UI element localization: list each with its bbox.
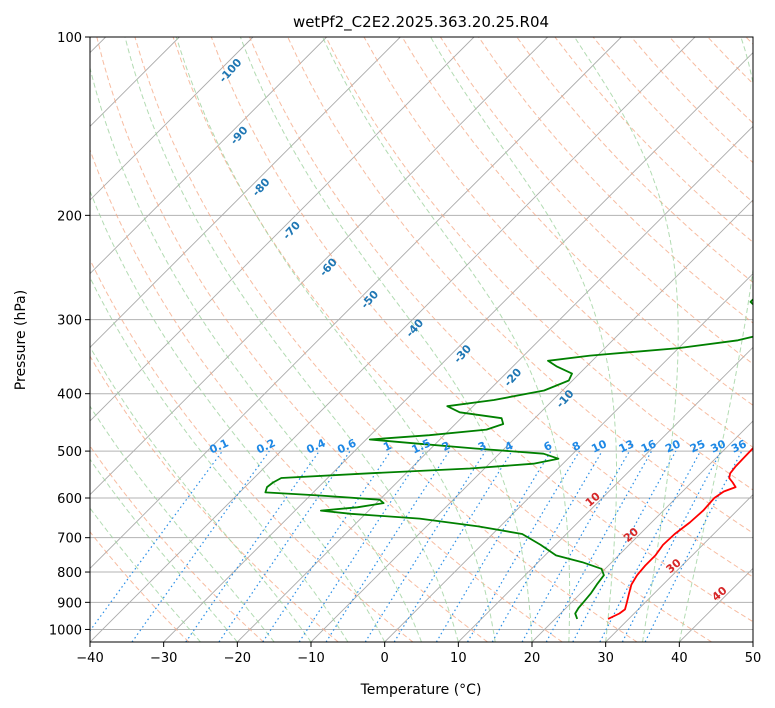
mixing-ratio-line (435, 450, 552, 642)
moist-adiabat-line (90, 405, 275, 642)
mixing-ratio-label: 20 (663, 437, 683, 455)
x-tick-label: 20 (524, 651, 541, 666)
x-tick-label: −30 (150, 651, 177, 666)
moist-adiabat-line (239, 37, 533, 642)
mixing-ratio-line (185, 450, 320, 642)
moist-adiabat-line (430, 37, 617, 642)
dry-adiabat-line (90, 355, 339, 642)
x-tick-label: 10 (450, 651, 467, 666)
dry-adiabat-line (210, 37, 753, 623)
x-tick-label: −10 (297, 651, 324, 666)
moist-adiabat-line (90, 276, 349, 642)
y-axis: 100 200 300 400 500 600 700 800 900 1000 (49, 31, 90, 638)
dry-adiabat-line (90, 258, 414, 642)
mixing-ratio-label: 25 (688, 437, 707, 455)
mixing-ratio-line (364, 450, 486, 642)
isotherm-line (310, 199, 753, 642)
x-tick-label: 0 (381, 651, 389, 666)
y-tick-label: 100 (57, 31, 82, 46)
mixing-ratio-line (262, 450, 392, 642)
x-tick-label: 50 (745, 651, 762, 666)
y-tick-label: 900 (57, 596, 82, 611)
plot-frame (89, 36, 754, 643)
moist-adiabat-line (574, 37, 679, 642)
mixing-ratio-line (466, 450, 580, 642)
y-tick-label: 200 (57, 209, 82, 224)
y-tick-label: 500 (57, 445, 82, 460)
isotherm-line (384, 273, 753, 642)
mixing-ratio-label: 16 (639, 437, 659, 455)
isotherm-line (90, 37, 254, 201)
x-axis: −40 −30 −20 −10 0 10 20 30 40 50 (76, 642, 761, 666)
isotherm-line (458, 346, 753, 642)
y-tick-label: 300 (57, 314, 82, 329)
dry-adiabat-line (134, 37, 638, 642)
dry-adiabat-line (249, 37, 753, 578)
y-tick-label: 1000 (49, 623, 82, 638)
dry-adiabat-line (401, 37, 753, 406)
mixing-ratio-line (572, 450, 677, 642)
y-tick-label: 700 (57, 532, 82, 547)
isotherm-line (90, 37, 548, 496)
mixing-ratio-line (218, 450, 351, 642)
y-tick-label: 800 (57, 566, 82, 581)
x-tick-label: −20 (224, 651, 251, 666)
mixing-ratio-label: 10 (589, 437, 609, 455)
mixing-ratio-label: 36 (729, 437, 749, 455)
dry-adiabat-line (172, 37, 712, 642)
x-tick-label: 30 (597, 651, 614, 666)
mixing-ratio-line (325, 450, 450, 642)
x-tick-label: 40 (671, 651, 688, 666)
dry-adiabat-line (90, 148, 488, 642)
series-layer (264, 298, 753, 620)
dry-adiabat-line (90, 445, 264, 642)
mixing-ratio-line (599, 450, 702, 642)
mixing-ratio-line (298, 450, 425, 642)
mixing-ratio-label: 13 (617, 437, 636, 455)
dry-adiabat-line (325, 37, 753, 491)
moist-adiabat-line (175, 37, 496, 642)
isotherm-line (90, 37, 622, 569)
y-axis-label: Pressure (hPa) (13, 290, 29, 390)
x-axis-label: Temperature (°C) (360, 682, 482, 698)
grid-lines (90, 37, 753, 642)
moist-adiabat-line (90, 458, 238, 642)
moist-adiabat-line (90, 345, 312, 642)
y-tick-label: 400 (57, 388, 82, 403)
mixing-ratio-line (393, 450, 513, 642)
chart-title: wetPf2_C2E2.2025.363.20.25.R04 (293, 13, 549, 32)
mixing-ratio-label: 30 (708, 437, 728, 455)
moist-adiabat-line (90, 189, 386, 642)
dewpoint-line (264, 298, 753, 620)
isotherm-line (605, 494, 753, 642)
isotherm-line (163, 52, 753, 642)
x-tick-label: −40 (76, 651, 103, 666)
dry-adiabat-line (439, 37, 753, 365)
temperature-line (607, 446, 753, 620)
dry-adiabat-line (90, 531, 190, 642)
isotherm-line (531, 420, 753, 642)
isotherm-line (90, 37, 475, 422)
y-tick-label: 600 (57, 492, 82, 507)
moist-adiabat-line (124, 37, 459, 642)
moist-adiabat-line (322, 37, 571, 642)
moist-adiabat-line (678, 37, 753, 642)
isotherm-line (237, 125, 753, 642)
dry-adiabat-line (96, 37, 563, 642)
moist-adiabat-line (90, 65, 422, 642)
isotherm-line (90, 37, 327, 275)
